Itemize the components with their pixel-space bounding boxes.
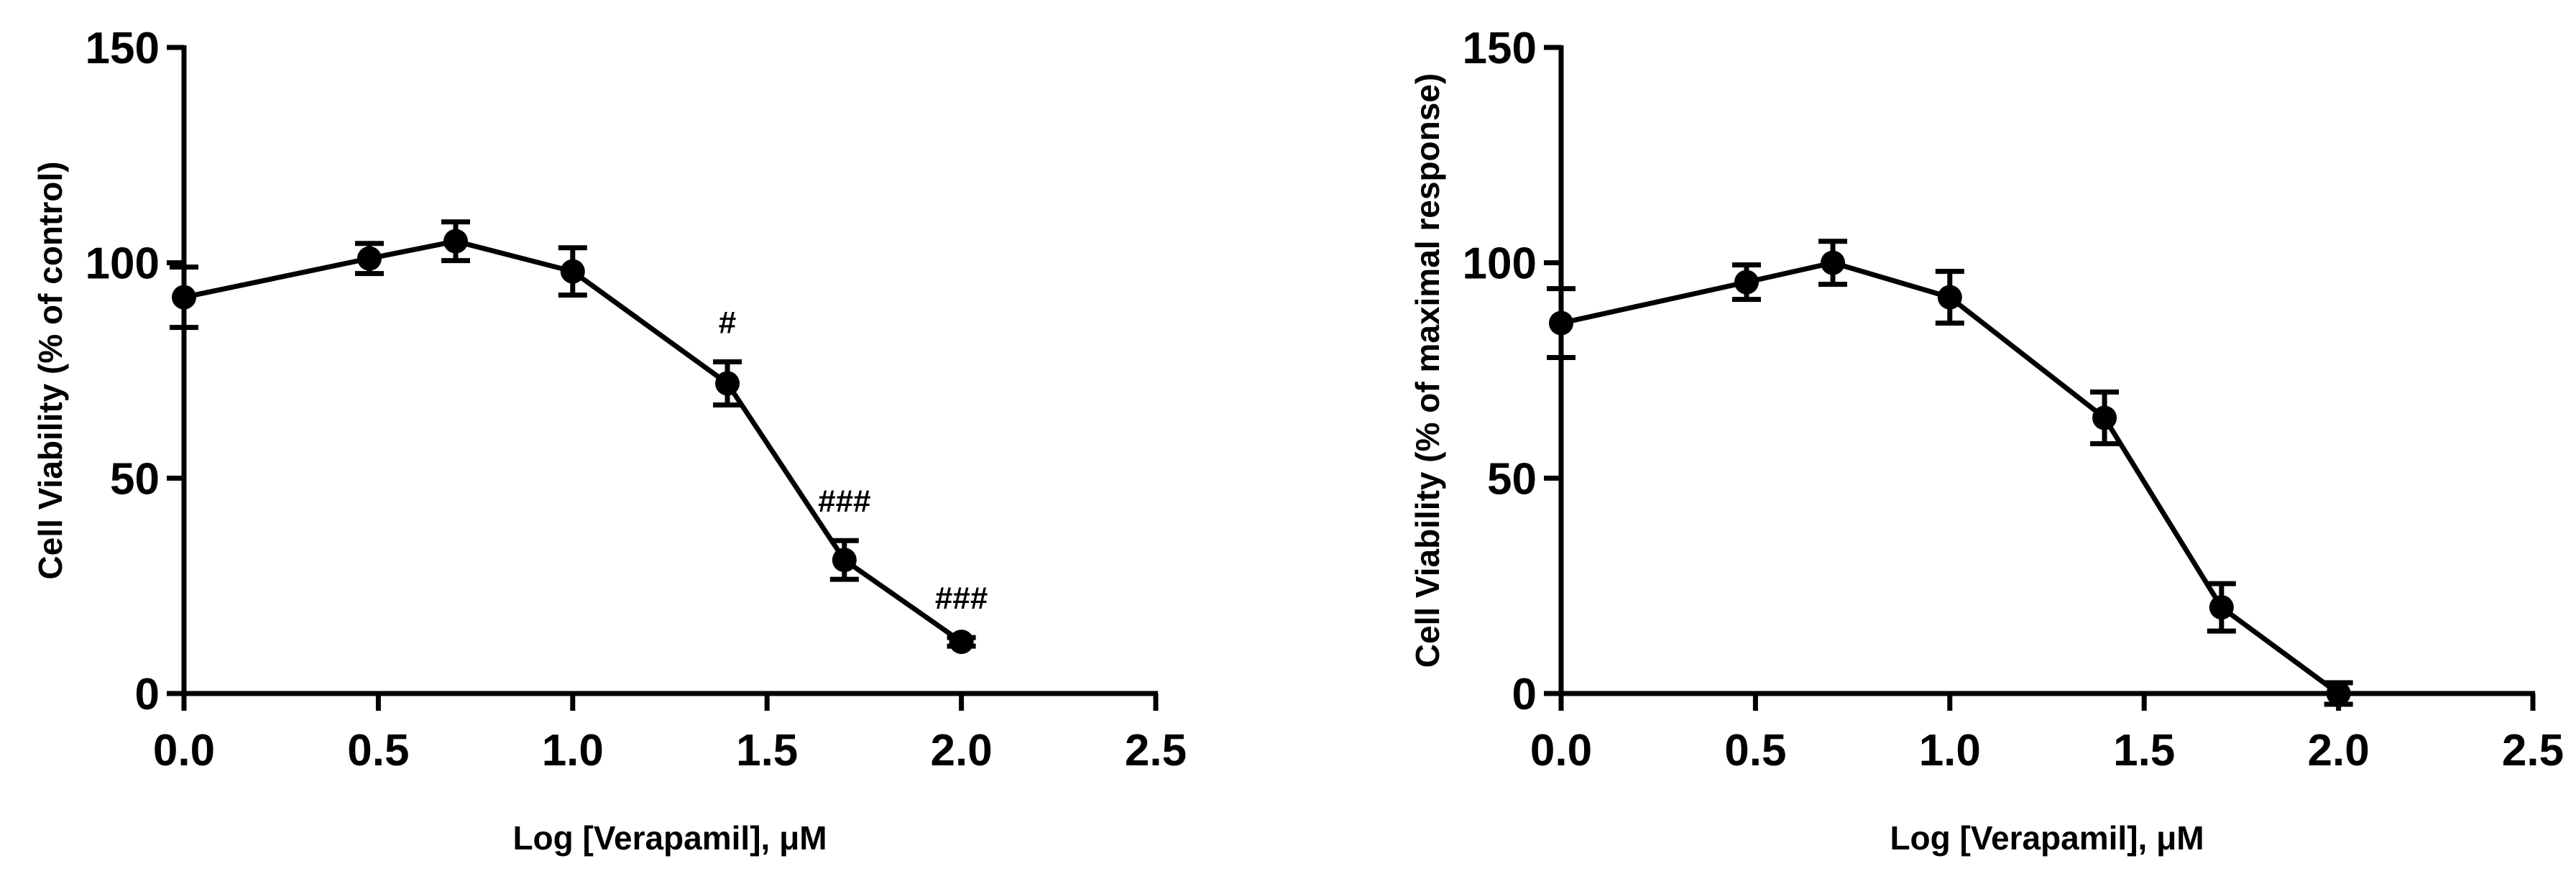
x-tick-label: 0.0 (1530, 726, 1592, 775)
y-tick-label: 50 (110, 454, 160, 504)
x-tick-label: 2.0 (2307, 726, 2369, 775)
y-axis-label: Cell Viability (% of maximal response) (1409, 73, 1446, 668)
data-point (443, 229, 469, 254)
x-tick-label: 1.0 (542, 726, 604, 775)
data-point (172, 285, 196, 310)
data-point (949, 630, 974, 655)
y-tick-label: 100 (1463, 239, 1537, 289)
data-point (356, 246, 382, 271)
x-tick-label: 2.0 (930, 726, 992, 775)
y-tick-label: 100 (86, 239, 160, 289)
data-point (2326, 681, 2351, 706)
significance-label: ### (935, 581, 988, 616)
x-tick-label: 2.5 (1125, 726, 1187, 775)
x-axis-label: Log [Verapamil], μM (1890, 819, 2204, 857)
x-tick-label: 0.0 (153, 726, 215, 775)
y-tick-label: 50 (1487, 454, 1537, 504)
data-point (715, 371, 740, 396)
y-axis-label: Cell Viability (% of control) (32, 162, 69, 580)
y-tick-label: 0 (135, 670, 160, 719)
x-tick-label: 0.5 (1724, 726, 1786, 775)
data-point (2209, 595, 2234, 620)
significance-label: # (719, 305, 736, 341)
data-point (1937, 285, 1962, 310)
significance-label: ### (818, 484, 870, 519)
x-tick-label: 1.5 (736, 726, 798, 775)
x-axis-label: Log [Verapamil], μM (512, 819, 827, 857)
x-tick-label: 1.0 (1919, 726, 1981, 775)
y-tick-label: 150 (86, 24, 160, 73)
data-point (560, 259, 585, 284)
y-tick-label: 150 (1463, 24, 1537, 73)
data-point (1549, 310, 1573, 336)
data-point (2092, 405, 2117, 430)
x-tick-label: 1.5 (2113, 726, 2175, 775)
data-point (832, 548, 857, 573)
data-point (1734, 269, 1759, 295)
x-tick-label: 2.5 (2502, 726, 2564, 775)
x-tick-label: 0.5 (347, 726, 409, 775)
chart-right: 0 50 100 150 0.0 0.5 1.0 1.5 2.0 2.5 Log [Verapami… (1409, 24, 2564, 857)
data-point (1821, 250, 1846, 275)
y-tick-label: 0 (1512, 670, 1537, 719)
chart-left: 0 50 100 150 0.0 0.5 1.0 1.5 2.0 2.5 Log [Verapami… (32, 24, 1187, 857)
